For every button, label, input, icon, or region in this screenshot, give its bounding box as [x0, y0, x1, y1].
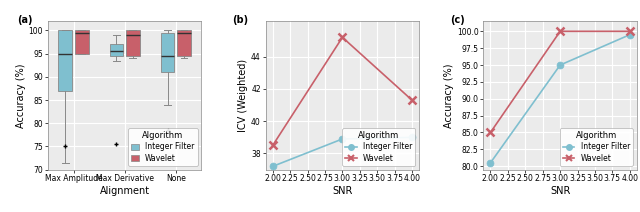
X-axis label: SNR: SNR	[550, 186, 570, 196]
Legend: Integer Filter, Wavelet: Integer Filter, Wavelet	[560, 128, 633, 166]
PathPatch shape	[177, 31, 191, 56]
Text: (b): (b)	[232, 15, 248, 25]
Y-axis label: Accuracy (%): Accuracy (%)	[16, 63, 26, 128]
Text: (c): (c)	[450, 15, 465, 25]
Y-axis label: ICV (Weighted): ICV (Weighted)	[238, 59, 248, 132]
Legend: Integer Filter, Wavelet: Integer Filter, Wavelet	[128, 128, 198, 166]
PathPatch shape	[161, 33, 175, 72]
PathPatch shape	[75, 31, 88, 54]
PathPatch shape	[126, 31, 140, 56]
X-axis label: SNR: SNR	[332, 186, 353, 196]
PathPatch shape	[58, 31, 72, 91]
X-axis label: Alignment: Alignment	[100, 186, 150, 196]
PathPatch shape	[109, 44, 124, 56]
Y-axis label: Accuracy (%): Accuracy (%)	[444, 63, 454, 128]
Text: (a): (a)	[17, 15, 33, 25]
Legend: Integer Filter, Wavelet: Integer Filter, Wavelet	[342, 128, 415, 166]
